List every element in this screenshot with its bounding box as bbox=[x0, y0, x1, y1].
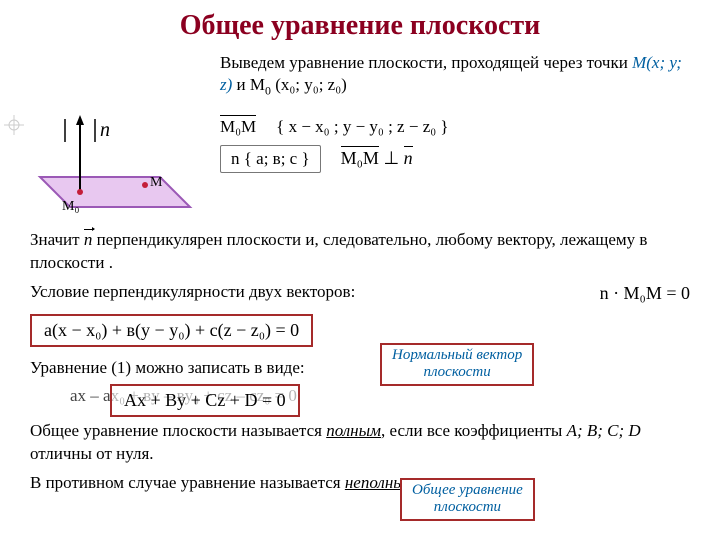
m-label: М bbox=[150, 175, 162, 191]
inline-n-vector: n bbox=[84, 229, 93, 252]
callout-general-eq: Общее уравнение плоскости bbox=[400, 478, 535, 521]
formula-row-1: M₀M { x − x₀ ; y − y₀ ; z − z₀ } bbox=[220, 117, 449, 137]
callout1-line2: плоскости bbox=[392, 364, 522, 381]
formula-row-2: n { a; в; c } M₀M ⊥ n bbox=[220, 145, 449, 173]
equation-2-wrap: ax – ax₀ + вy – вy₀ + cz – cz₀ = 0 Ax + … bbox=[30, 386, 690, 416]
m0m-overline: M₀M bbox=[220, 117, 256, 137]
paragraph-5: В противном случае уравнение называется … bbox=[30, 472, 690, 495]
callout2-line2: плоскости bbox=[412, 499, 523, 516]
top-row: n М₀ М M₀M { x − x₀ ; y − y₀ ; z − z₀ } … bbox=[30, 107, 690, 217]
paragraph-4: Общее уравнение плоскости называется пол… bbox=[30, 420, 690, 466]
para1-a: Значит bbox=[30, 230, 84, 249]
plane-svg bbox=[30, 107, 200, 227]
callout2-line1: Общее уравнение bbox=[412, 482, 523, 499]
perp-m0m: M₀M bbox=[341, 148, 379, 169]
n-label: n bbox=[100, 119, 110, 142]
para4-c: отличны от нуля. bbox=[30, 444, 154, 463]
m0-coords: (х₀; у₀; z₀) bbox=[271, 75, 347, 94]
m0-label: М₀ bbox=[62, 199, 79, 215]
dot-product-zero: n · M₀M = 0 bbox=[600, 281, 690, 305]
decorative-marker bbox=[4, 115, 24, 135]
para1-b: перпендикулярен плоскости и, следователь… bbox=[30, 230, 647, 272]
m0m-components: { x − x₀ ; y − y₀ ; z − z₀ } bbox=[276, 117, 448, 137]
formula-column: M₀M { x − x₀ ; y − y₀ ; z − z₀ } n { a; … bbox=[220, 107, 449, 173]
n-components-box: n { a; в; c } bbox=[220, 145, 321, 173]
callout-normal-vector: Нормальный вектор плоскости bbox=[380, 343, 534, 386]
subtitle: Выведем уравнение плоскости, проходящей … bbox=[220, 52, 690, 99]
paragraph-3: Уравнение (1) можно записать в виде: bbox=[30, 357, 690, 380]
para5-a: В противном случае уравнение называется bbox=[30, 473, 345, 492]
plane-diagram: n М₀ М bbox=[30, 107, 200, 217]
para4-b: , если все коэффициенты bbox=[381, 421, 567, 440]
para4-a: Общее уравнение плоскости называется bbox=[30, 421, 326, 440]
subtitle-prefix: Выведем уравнение плоскости, проходящей … bbox=[220, 53, 632, 72]
point-m0 bbox=[77, 189, 83, 195]
equation-1-box: a(x − x₀) + в(y − y₀) + c(z − z₀) = 0 bbox=[30, 314, 313, 347]
perp-n: n bbox=[404, 148, 413, 169]
paragraph-2: Условие перпендикулярности двух векторов… bbox=[30, 281, 690, 304]
callout1-line1: Нормальный вектор bbox=[392, 347, 522, 364]
equation-2: Ax + By + Cz + D = 0 bbox=[110, 384, 300, 417]
normal-vector-arrow bbox=[76, 115, 84, 125]
vec-m0m: M₀M bbox=[220, 117, 256, 137]
page-title: Общее уравнение плоскости bbox=[30, 10, 690, 42]
perp-expression: M₀M ⊥ n bbox=[341, 148, 413, 169]
equation-1: a(x − x₀) + в(y − y₀) + c(z − z₀) = 0 bbox=[30, 314, 313, 347]
para4-coefs: А; В; С; D bbox=[567, 421, 641, 440]
para2-text: Условие перпендикулярности двух векторов… bbox=[30, 282, 355, 301]
paragraph-1: Значит n перпендикулярен плоскости и, сл… bbox=[30, 229, 690, 275]
point-m bbox=[142, 182, 148, 188]
para4-full: полным bbox=[326, 421, 381, 440]
subtitle-and: и М bbox=[232, 75, 265, 94]
